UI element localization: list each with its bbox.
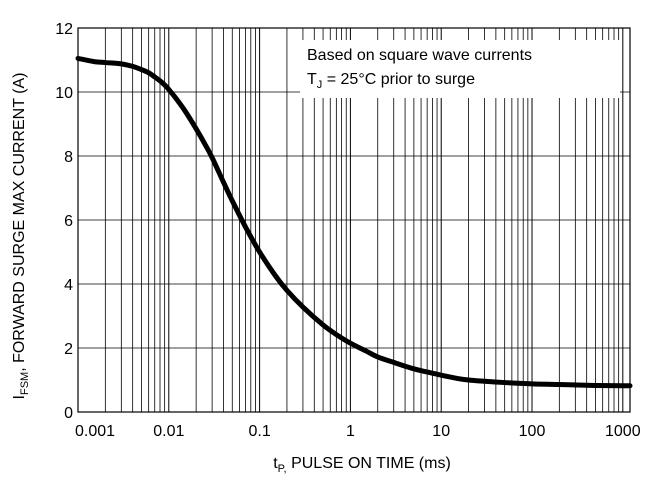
- x-axis-label-rest: PULSE ON TIME (ms): [287, 455, 451, 472]
- y-axis-label: IFSM, FORWARD SURGE MAX CURRENT (A): [11, 73, 31, 400]
- y-tick-label: 4: [64, 277, 73, 294]
- series-line: [75, 55, 633, 389]
- x-tick-label: 10: [432, 423, 450, 440]
- x-tick-labels: 0.001 0.01 0.1 1 10 100 1000: [75, 423, 641, 440]
- x-axis-label: tP, PULSE ON TIME (ms): [273, 455, 451, 475]
- y-tick-label: 12: [55, 21, 73, 38]
- x-axis-label-main: t: [273, 455, 278, 472]
- y-tick-label: 2: [64, 341, 73, 358]
- y-tick-labels: 0 2 4 6 8 10 12: [55, 21, 73, 422]
- annotation-box: Based on square wave currents TJ = 25°C …: [300, 40, 620, 98]
- y-tick-label: 10: [55, 85, 73, 102]
- x-tick-label: 0.01: [153, 423, 184, 440]
- y-tick-label: 8: [64, 149, 73, 166]
- x-tick-label: 100: [519, 423, 546, 440]
- x-tick-label: 1000: [605, 423, 641, 440]
- annotation-line2-subscript: J: [317, 79, 323, 91]
- annotation-background: [300, 40, 620, 98]
- y-axis-label-subscript: FSM: [19, 372, 31, 395]
- x-tick-label: 1: [346, 423, 355, 440]
- y-tick-label: 6: [64, 213, 73, 230]
- annotation-line2-main: T: [307, 71, 317, 88]
- x-tick-label: 0.001: [75, 423, 115, 440]
- y-axis-label-main: I: [11, 395, 28, 399]
- plot-frame: [77, 27, 631, 413]
- x-tick-label: 0.1: [248, 423, 270, 440]
- annotation-line1: Based on square wave currents: [307, 47, 532, 64]
- y-axis-label-rest: , FORWARD SURGE MAX CURRENT (A): [11, 73, 28, 372]
- y-tick-label: 0: [64, 405, 73, 422]
- x-axis-label-subscript: P,: [278, 463, 287, 475]
- annotation-line2: TJ = 25°C prior to surge: [307, 71, 475, 91]
- series-layer: [75, 55, 633, 389]
- annotation-line2-rest: = 25°C prior to surge: [322, 71, 475, 88]
